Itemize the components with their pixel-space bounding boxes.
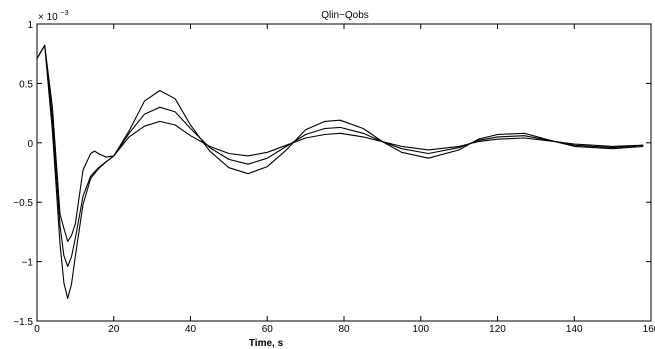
x-axis-label: Time, s [249, 338, 284, 349]
plot-frame [36, 23, 652, 322]
series-line-3 [36, 44, 644, 242]
series-line-1 [36, 44, 644, 299]
y-tick-label: −1.5 [13, 317, 33, 328]
x-tick-label: 80 [338, 324, 350, 335]
y-tick-label: −1 [22, 258, 34, 269]
x-tick-label: 160 [643, 324, 655, 335]
x-tick-label: 40 [185, 324, 197, 335]
y-tick-label: −0.5 [13, 198, 33, 209]
y-tick-label: 1 [27, 20, 33, 31]
y-tick-label: 0.5 [19, 79, 33, 90]
y-multiplier-exponent: −3 [61, 10, 69, 17]
x-tick-label: 140 [566, 324, 583, 335]
y-tick-label: 0 [27, 139, 33, 150]
x-tick-label: 120 [489, 324, 506, 335]
x-tick-label: 20 [108, 324, 120, 335]
x-tick-label: 0 [34, 324, 40, 335]
series-lines [36, 44, 644, 299]
y-multiplier-base: × 10 [38, 12, 58, 23]
x-tick-label: 60 [262, 324, 274, 335]
series-line-2 [36, 44, 644, 267]
axis-ticks: 0 20 40 60 80 100 120 140 160 −1.5 −1 −0.5 0 0.5 1 [13, 20, 655, 335]
chart-title: Qlin−Qobs [321, 10, 369, 21]
y-multiplier-label: × 10 −3 [38, 10, 69, 23]
x-tick-label: 100 [412, 324, 429, 335]
